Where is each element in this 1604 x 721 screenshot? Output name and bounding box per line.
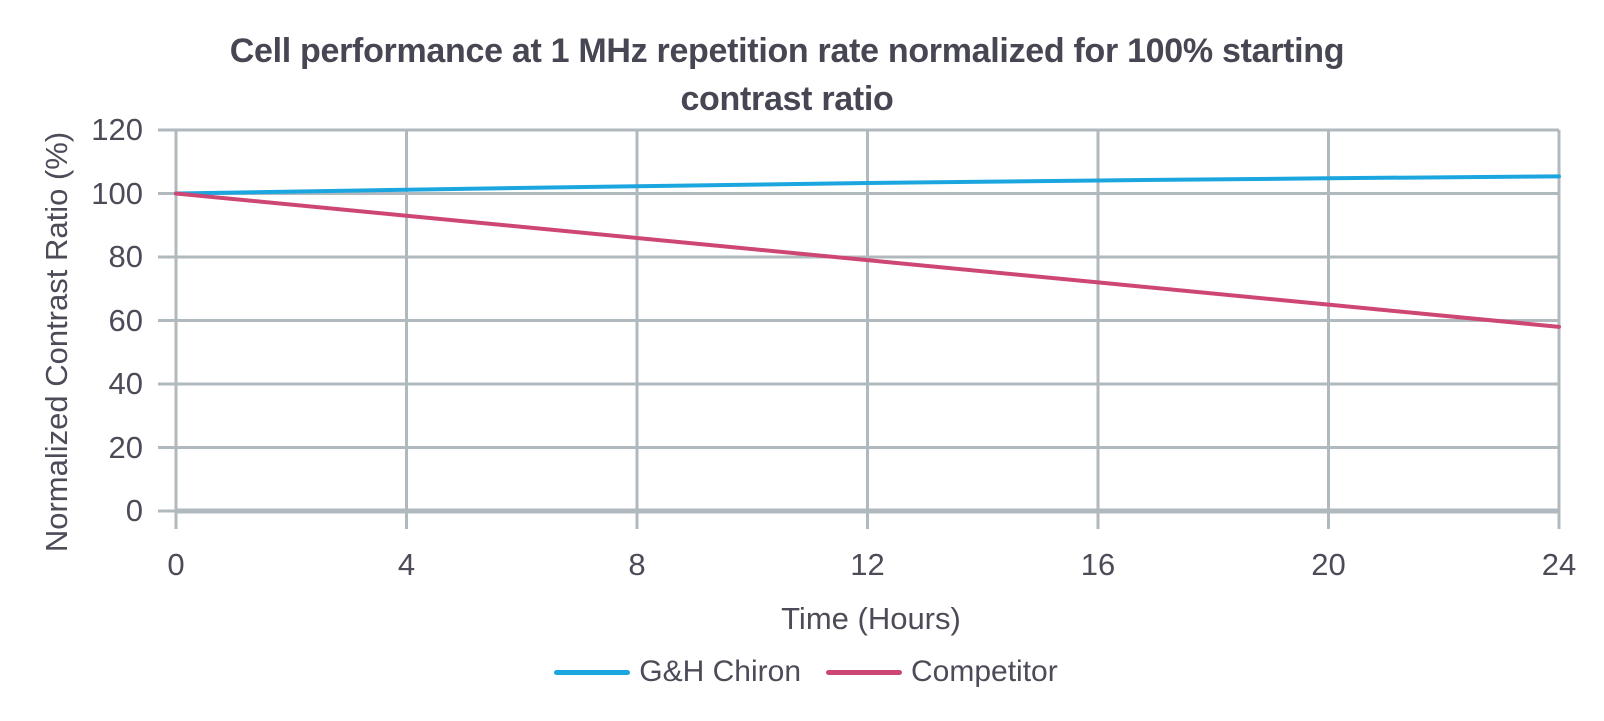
y-tick-label: 60: [108, 302, 143, 338]
x-tick-label: 20: [1311, 547, 1346, 582]
y-tick-label: 40: [108, 366, 143, 401]
x-tick-label: 0: [167, 547, 185, 582]
legend: G&H Chiron Competitor: [8, 652, 1604, 692]
legend-swatch: [554, 669, 631, 675]
series-line-g-h-chiron: [174, 174, 1561, 196]
y-tick-label: 0: [125, 493, 143, 528]
x-tick-label: 12: [850, 547, 885, 582]
x-tick-label: 8: [628, 547, 646, 582]
x-tick-label: 16: [1080, 547, 1116, 582]
x-axis-title: Time (Hours): [781, 601, 961, 636]
y-tick-label: 20: [108, 429, 143, 465]
legend-label: G&H Chiron: [639, 655, 801, 688]
chart-title: Cell performance at 1 MHz repetition rat…: [122, 27, 1452, 123]
y-tick-label: 80: [108, 239, 143, 274]
y-tick-label: 100: [91, 175, 143, 211]
x-tick-label: 24: [1541, 547, 1577, 582]
chart-title-line-1: Cell performance at 1 MHz repetition rat…: [229, 32, 1345, 70]
legend-item-g-h-chiron: G&H Chiron: [554, 655, 801, 689]
y-tick-label: 120: [91, 112, 143, 147]
legend-swatch: [826, 669, 902, 675]
legend-item-competitor: Competitor: [826, 655, 1058, 689]
series-line-competitor: [174, 191, 1561, 329]
chart-title-line-2: contrast ratio: [680, 80, 894, 118]
legend-label: Competitor: [911, 655, 1058, 688]
x-tick-label: 4: [397, 547, 416, 582]
